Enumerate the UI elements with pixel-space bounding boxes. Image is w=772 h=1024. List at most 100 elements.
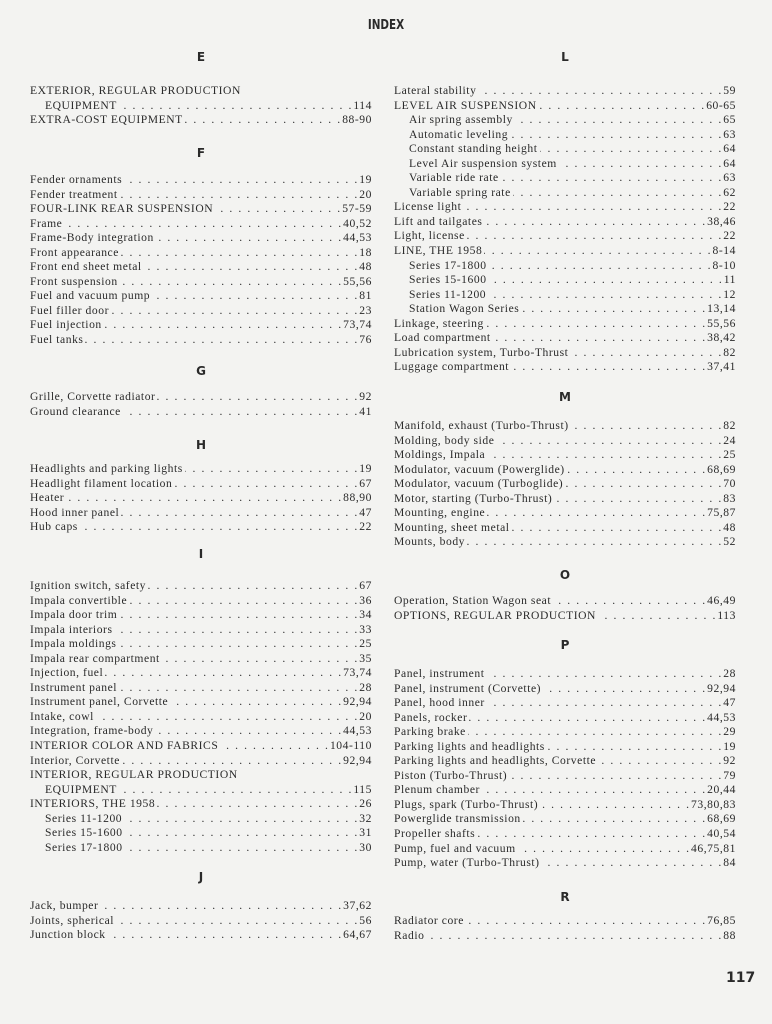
entry-page: 28 bbox=[359, 680, 372, 694]
entry-text: Radio bbox=[394, 928, 425, 942]
dot-leader bbox=[477, 827, 705, 842]
section-letter: H bbox=[195, 438, 207, 452]
entry-text: Mounting, sheet metal bbox=[394, 520, 510, 534]
index-entry: Air spring assembly 65 bbox=[394, 113, 736, 128]
entry-page: 104-110 bbox=[329, 739, 372, 753]
entry-list: Headlights and parking lights19Headlight… bbox=[30, 462, 372, 535]
index-entry: Powerglide transmission 68,69 bbox=[394, 812, 736, 827]
entry-page: 81 bbox=[359, 289, 372, 303]
entry-text: Mounting, engine bbox=[394, 506, 486, 520]
dot-leader bbox=[215, 202, 340, 217]
index-entry: Motor, starting (Turbo-Thrust) 83 bbox=[394, 492, 736, 507]
entry-text: Manifold, exhaust (Turbo-Thrust) bbox=[394, 419, 569, 432]
section-letter: E bbox=[196, 50, 206, 64]
dot-leader bbox=[570, 346, 721, 361]
index-entry: Lift and tailgates 38,46 bbox=[394, 215, 736, 230]
index-entry: Plugs, spark (Turbo-Thrust) 73,80,83 bbox=[394, 798, 736, 813]
entry-page: 88-90 bbox=[342, 113, 372, 127]
entry-text: Hub caps bbox=[30, 520, 78, 534]
entry-text: Lift and tailgates bbox=[394, 214, 483, 228]
dot-leader bbox=[121, 246, 357, 261]
dot-leader bbox=[553, 594, 705, 609]
entry-list: Fender ornaments19Fender treatment20FOUR… bbox=[30, 173, 372, 348]
index-entry: Headlights and parking lights 19 bbox=[30, 462, 372, 477]
index-entry: Fuel injection 73,74 bbox=[30, 318, 372, 333]
entry-text: Front end sheet metal bbox=[30, 260, 142, 274]
dot-leader bbox=[64, 217, 341, 232]
entry-page: 55,56 bbox=[707, 316, 736, 330]
index-entry: Impala door trim 34 bbox=[30, 608, 372, 623]
entry-page: 26 bbox=[359, 797, 372, 811]
section-letter: M bbox=[559, 390, 571, 404]
dot-leader bbox=[489, 259, 711, 274]
dot-leader bbox=[116, 914, 357, 929]
index-entry: License light 22 bbox=[394, 200, 736, 215]
entry-text: Panel, instrument (Corvette) bbox=[394, 681, 542, 695]
entry-text: Hood inner panel bbox=[30, 505, 120, 519]
index-entry: LINE, THE 1958 8-14 bbox=[394, 244, 736, 259]
index-entry: Front end sheet metal 48 bbox=[30, 260, 372, 275]
dot-leader bbox=[489, 273, 722, 288]
entry-page: 40,52 bbox=[343, 216, 372, 230]
entry-page: 13,14 bbox=[707, 302, 736, 316]
entry-text: Ignition switch, safety bbox=[30, 579, 147, 592]
entry-page: 30 bbox=[359, 840, 372, 854]
entry-text: Constant standing height bbox=[409, 142, 538, 156]
index-entry: Piston (Turbo-Thrust) 79 bbox=[394, 769, 736, 784]
entry-page: 70 bbox=[723, 477, 736, 491]
dot-leader bbox=[152, 289, 357, 304]
entry-text: EXTERIOR, REGULAR PRODUCTION bbox=[30, 84, 241, 97]
entry-text: Panel, hood inner bbox=[394, 696, 485, 710]
page-title: INDEX bbox=[367, 18, 405, 33]
dot-leader bbox=[542, 856, 722, 871]
entry-text: Panel, instrument bbox=[394, 667, 485, 680]
entry-page: 113 bbox=[717, 608, 736, 622]
dot-leader bbox=[124, 173, 357, 188]
entry-text: Ground clearance bbox=[30, 404, 121, 418]
index-entry: Impala rear compartment 35 bbox=[30, 652, 372, 667]
dot-leader bbox=[119, 99, 351, 114]
entry-page: 48 bbox=[723, 520, 736, 534]
entry-page: 22 bbox=[359, 520, 372, 534]
dot-leader bbox=[100, 899, 341, 914]
index-entry: INTERIOR COLOR AND FABRICS 104-110 bbox=[30, 739, 372, 754]
dot-leader bbox=[488, 288, 721, 303]
entry-text: Light, license bbox=[394, 229, 465, 243]
entry-text: Series 11-1200 bbox=[45, 811, 123, 825]
entry-page: 88 bbox=[723, 928, 736, 942]
index-entry: Fender treatment 20 bbox=[30, 188, 372, 203]
entry-text: INTERIOR, REGULAR PRODUCTION bbox=[30, 768, 238, 782]
dot-leader bbox=[467, 229, 721, 244]
dot-leader bbox=[123, 405, 357, 420]
section-letter: J bbox=[198, 870, 204, 884]
dot-leader bbox=[85, 333, 357, 348]
dot-leader bbox=[170, 695, 341, 710]
dot-leader bbox=[129, 594, 357, 609]
entry-page: 92 bbox=[359, 390, 372, 403]
dot-leader bbox=[554, 492, 721, 507]
index-entry: Pump, water (Turbo-Thrust) 84 bbox=[394, 856, 736, 871]
entry-page: 20 bbox=[359, 709, 372, 723]
index-entry: Mounts, body 52 bbox=[394, 535, 736, 550]
section-letter: P bbox=[560, 638, 570, 652]
entry-text: Powerglide transmission bbox=[394, 812, 521, 826]
index-entry: Variable ride rate 63 bbox=[394, 171, 736, 186]
index-entry: Radiator core 76,85 bbox=[394, 914, 736, 929]
entry-text: EQUIPMENT bbox=[45, 782, 117, 796]
entry-text: LINE, THE 1958 bbox=[394, 244, 483, 258]
dot-leader bbox=[487, 506, 705, 521]
entry-text: Panels, rocker bbox=[394, 710, 468, 724]
index-entry: Intake, cowl 20 bbox=[30, 710, 372, 725]
index-entry: Interior, Corvette 92,94 bbox=[30, 754, 372, 769]
entry-page: 36 bbox=[359, 593, 372, 607]
dot-leader bbox=[108, 928, 342, 943]
dot-leader bbox=[157, 797, 357, 812]
index-entry: Impala moldings 25 bbox=[30, 637, 372, 652]
entry-text: Instrument panel, Corvette bbox=[30, 695, 169, 709]
dot-leader bbox=[523, 812, 705, 827]
section-letter: R bbox=[560, 890, 570, 904]
entry-page: 24 bbox=[723, 433, 736, 447]
dot-leader bbox=[496, 434, 721, 449]
entry-text: Instrument panel bbox=[30, 680, 118, 694]
